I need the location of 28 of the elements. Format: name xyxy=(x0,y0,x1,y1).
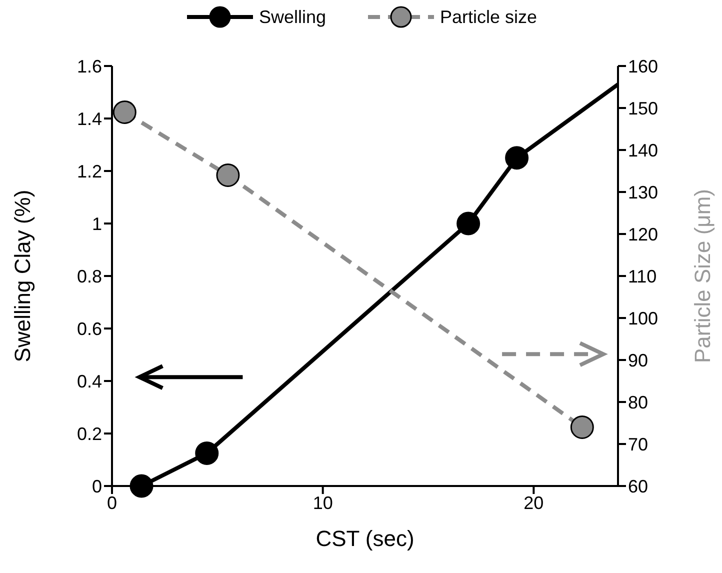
y-axis-title: Swelling Clay (%) xyxy=(10,190,35,362)
y2-tick-label: 60 xyxy=(628,476,648,496)
y2-tick-label: 70 xyxy=(628,434,648,454)
y-tick-label: 1 xyxy=(92,214,102,234)
y2-tick-label: 130 xyxy=(628,182,658,202)
y2-tick-label: 100 xyxy=(628,308,658,328)
y2-tick-label: 90 xyxy=(628,350,648,370)
x-tick-label: 10 xyxy=(312,492,333,513)
legend-label: Swelling xyxy=(258,6,326,28)
y2-tick-label: 110 xyxy=(628,266,657,286)
y2-tick-label: 160 xyxy=(628,56,658,76)
x-tick-label: 0 xyxy=(106,492,118,513)
y-tick-label: 1.4 xyxy=(76,108,102,129)
y2-tick-label: 80 xyxy=(628,392,648,412)
y2-tick-label: 150 xyxy=(628,98,658,118)
y-tick-label: 0.6 xyxy=(76,318,102,339)
x-tick-label: 20 xyxy=(524,492,544,513)
y-tick-label: 1.6 xyxy=(76,56,102,76)
x-axis-title: CST (sec) xyxy=(316,526,414,551)
y-tick-label: 0.2 xyxy=(76,424,102,444)
y-tick-label: 1.2 xyxy=(76,161,102,182)
y2-axis-title: Particle Size (μm) xyxy=(690,188,715,364)
y-tick-label: 0 xyxy=(92,476,102,496)
y-tick-label: 0.4 xyxy=(76,371,102,392)
legend-label: Particle size xyxy=(440,6,538,28)
y2-tick-label: 120 xyxy=(628,224,658,244)
y2-tick-label: 140 xyxy=(628,140,658,160)
y-tick-label: 0.8 xyxy=(76,266,102,286)
